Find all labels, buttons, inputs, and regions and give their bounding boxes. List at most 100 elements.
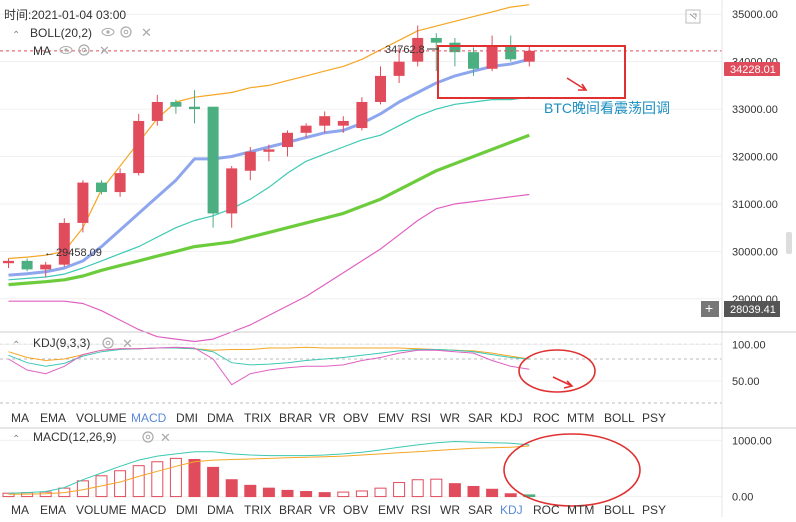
eye-icon[interactable] bbox=[101, 28, 115, 36]
scroll-handle[interactable] bbox=[786, 232, 792, 254]
candle-body bbox=[375, 75, 386, 102]
tab-roc[interactable]: ROC bbox=[533, 411, 560, 425]
tab-wr[interactable]: WR bbox=[440, 411, 460, 425]
tab-brar[interactable]: BRAR bbox=[279, 503, 313, 517]
macd-bar bbox=[337, 491, 350, 498]
crosshair-price-tag: + 28039.41 bbox=[701, 300, 780, 317]
macd-line-dif bbox=[8, 440, 530, 494]
macd-bar bbox=[58, 487, 71, 498]
chevron-up-icon[interactable]: ⌃ bbox=[12, 434, 20, 445]
tab-sar[interactable]: SAR bbox=[468, 503, 493, 517]
boll-header: BOLL(20,2) ⌃ ✕ bbox=[12, 25, 152, 41]
gear-icon[interactable] bbox=[142, 431, 154, 443]
tab-vr[interactable]: VR bbox=[319, 503, 336, 517]
tab-ema[interactable]: EMA bbox=[40, 503, 66, 517]
tab-dma[interactable]: DMA bbox=[207, 411, 234, 425]
tab-boll[interactable]: BOLL bbox=[604, 503, 635, 517]
tab-rsi[interactable]: RSI bbox=[411, 411, 431, 425]
tab-sar[interactable]: SAR bbox=[468, 411, 493, 425]
eye-icon[interactable] bbox=[59, 46, 73, 54]
tab-ema[interactable]: EMA bbox=[40, 411, 66, 425]
current-price-text: 34228.01 bbox=[730, 64, 776, 76]
macd-panel: 0.00 1000.00 bbox=[0, 435, 772, 504]
macd-bar bbox=[430, 478, 443, 498]
tab-trix[interactable]: TRIX bbox=[244, 503, 271, 517]
macd-bar bbox=[393, 482, 406, 498]
ma-label: MA bbox=[33, 44, 51, 58]
tab-volume[interactable]: VOLUME bbox=[76, 503, 127, 517]
tab-psy[interactable]: PSY bbox=[642, 411, 666, 425]
tab-mtm[interactable]: MTM bbox=[567, 411, 594, 425]
tab-kdj[interactable]: KDJ bbox=[500, 411, 523, 425]
candle-body bbox=[96, 182, 107, 193]
tab-brar[interactable]: BRAR bbox=[279, 411, 313, 425]
candle-body bbox=[468, 52, 479, 69]
plus-icon-bg[interactable] bbox=[701, 301, 719, 317]
main-tick-label: 31000.00 bbox=[732, 199, 778, 211]
kdj-tick-label: 100.00 bbox=[732, 339, 766, 351]
tab-dmi[interactable]: DMI bbox=[176, 411, 198, 425]
current-price-tag: 34228.01 bbox=[724, 62, 780, 76]
series-line-ma_green bbox=[8, 133, 530, 287]
tab-rsi[interactable]: RSI bbox=[411, 503, 431, 517]
tab-kdj[interactable]: KDJ bbox=[500, 503, 523, 517]
tab-boll[interactable]: BOLL bbox=[604, 411, 635, 425]
tab-volume[interactable]: VOLUME bbox=[76, 411, 127, 425]
tab-dma[interactable]: DMA bbox=[207, 503, 234, 517]
tab-vr[interactable]: VR bbox=[319, 411, 336, 425]
tab-obv[interactable]: OBV bbox=[343, 411, 368, 425]
macd-bar bbox=[188, 459, 201, 498]
tab-mtm[interactable]: MTM bbox=[567, 503, 594, 517]
candle-body bbox=[337, 120, 349, 126]
tab-psy[interactable]: PSY bbox=[642, 503, 666, 517]
tab-emv[interactable]: EMV bbox=[378, 503, 404, 517]
tab-macd[interactable]: MACD bbox=[131, 503, 167, 517]
kdj-panel: 50.00 100.00 bbox=[0, 339, 766, 404]
macd-bar bbox=[411, 479, 424, 498]
tab-emv[interactable]: EMV bbox=[378, 411, 404, 425]
macd-circle-marker bbox=[503, 433, 641, 507]
close-icon[interactable]: ✕ bbox=[141, 25, 152, 40]
macd-tick-label: 1000.00 bbox=[732, 435, 772, 447]
tab-obv[interactable]: OBV bbox=[343, 503, 368, 517]
tab-ma[interactable]: MA bbox=[11, 411, 29, 425]
tab-ma[interactable]: MA bbox=[11, 503, 29, 517]
gear-icon[interactable] bbox=[120, 26, 132, 38]
macd-bar bbox=[207, 466, 220, 498]
kdj-tick-label: 50.00 bbox=[732, 376, 760, 388]
tab-trix[interactable]: TRIX bbox=[244, 411, 271, 425]
low-label-group: ← 29458.09 bbox=[44, 247, 102, 259]
macd-bar bbox=[300, 491, 313, 498]
close-icon[interactable]: ✕ bbox=[160, 430, 171, 445]
tab-wr[interactable]: WR bbox=[440, 503, 460, 517]
candle-body bbox=[319, 116, 331, 126]
high-label-group: 34762.8 bbox=[385, 44, 439, 56]
tab-dmi[interactable]: DMI bbox=[176, 503, 198, 517]
high-label: 34762.8 bbox=[385, 44, 425, 56]
kdj-line-d bbox=[8, 347, 530, 367]
candle-body bbox=[263, 149, 275, 152]
series-line-mid bbox=[8, 57, 530, 277]
macd-bar bbox=[132, 465, 145, 498]
expand-icon[interactable] bbox=[685, 9, 701, 24]
macd-label: MACD(12,26,9) bbox=[33, 430, 116, 444]
tab-macd[interactable]: MACD bbox=[131, 411, 167, 425]
gear-icon[interactable] bbox=[78, 44, 90, 56]
close-icon[interactable]: ✕ bbox=[99, 43, 110, 58]
candle-body bbox=[486, 45, 498, 69]
close-icon[interactable]: ✕ bbox=[122, 336, 133, 351]
series-line-upper bbox=[8, 4, 530, 260]
boll-lines bbox=[8, 4, 530, 343]
main-y-axis: 29000.0030000.0031000.0032000.0033000.00… bbox=[732, 9, 778, 306]
chevron-up-icon[interactable]: ⌃ bbox=[12, 340, 20, 351]
main-guides bbox=[0, 50, 722, 345]
chevron-up-icon[interactable]: ⌃ bbox=[12, 30, 20, 41]
kdj-header: ⌃ KDJ(9,3,3) ✕ bbox=[12, 336, 133, 351]
gear-icon[interactable] bbox=[102, 337, 114, 349]
plus-icon[interactable]: + bbox=[705, 300, 713, 316]
macd-lines bbox=[8, 440, 530, 495]
candle-body bbox=[189, 106, 200, 110]
candle-body bbox=[207, 106, 219, 214]
tab-roc[interactable]: ROC bbox=[533, 503, 560, 517]
candle-body bbox=[3, 260, 14, 264]
